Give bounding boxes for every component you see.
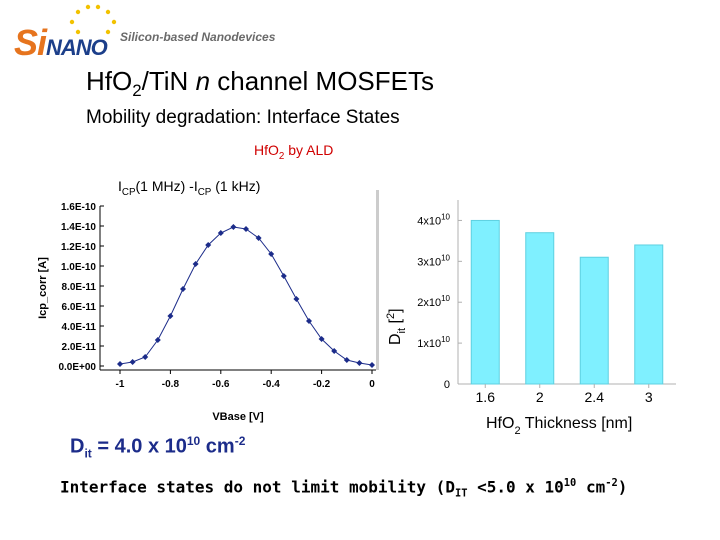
data-point bbox=[268, 251, 275, 257]
data-point bbox=[318, 336, 325, 342]
x-tick-label: -1 bbox=[116, 379, 125, 390]
x-tick-label: -0.6 bbox=[212, 379, 230, 390]
chart-divider bbox=[376, 190, 379, 370]
data-point bbox=[356, 360, 363, 366]
data-point bbox=[230, 224, 237, 230]
x-tick-label: 2 bbox=[536, 389, 544, 405]
page-title: HfO2/TiN n channel MOSFETs bbox=[86, 66, 435, 101]
x-tick-label: 3 bbox=[645, 389, 653, 405]
y-tick-label: 6.0E-11 bbox=[62, 302, 97, 313]
data-point bbox=[205, 242, 212, 248]
dit-bar-chart: 0 1x1010 2x1010 3x1010 4x1010 1.6 2 2.4 3 HfO2 … bbox=[376, 190, 676, 437]
stars-logo-icon bbox=[69, 4, 117, 35]
bar bbox=[579, 256, 609, 385]
y-tick-label: 1.2E-10 bbox=[61, 242, 96, 253]
subtitle: Mobility degradation: Interface States bbox=[86, 107, 400, 128]
data-point bbox=[293, 296, 300, 302]
y-tick-label: 1x1010 bbox=[417, 335, 450, 350]
data-point bbox=[167, 313, 174, 319]
x-axis-label: VBase [V] bbox=[212, 411, 264, 423]
x-tick-label: -0.4 bbox=[263, 379, 281, 390]
x-tick-label: 0 bbox=[369, 379, 375, 390]
data-point bbox=[217, 230, 224, 236]
x-tick-label: 1.6 bbox=[476, 389, 496, 405]
header: SiNANO Silicon-based Nanodevices bbox=[0, 0, 720, 70]
data-point bbox=[255, 235, 262, 241]
x-tick-label: -0.2 bbox=[313, 379, 331, 390]
data-point bbox=[369, 362, 375, 368]
data-point bbox=[243, 226, 249, 232]
data-point bbox=[142, 354, 149, 360]
data-point bbox=[306, 318, 312, 324]
data-point bbox=[180, 286, 186, 292]
y-tick-label: 1.0E-10 bbox=[61, 262, 96, 273]
data-point bbox=[192, 261, 199, 267]
dit-value: Dit = 4.0 x 1010 cm-2 bbox=[70, 434, 246, 461]
y-tick-label: 3x1010 bbox=[417, 253, 450, 268]
y-axis-label: Icp_corr [A] bbox=[37, 257, 49, 319]
bar bbox=[525, 232, 555, 385]
series-line bbox=[119, 226, 373, 366]
x-axis-label: HfO2 Thickness [nm] bbox=[486, 415, 632, 437]
bar bbox=[634, 244, 664, 385]
logo: SiNANO bbox=[14, 22, 108, 63]
conclusion-text: Interface states do not limit mobility (… bbox=[60, 477, 628, 500]
data-point bbox=[331, 348, 338, 354]
y-tick-label: 4x1010 bbox=[417, 212, 450, 227]
data-point bbox=[129, 359, 136, 365]
y-tick-label: 2.0E-11 bbox=[62, 342, 97, 353]
data-point bbox=[343, 357, 350, 363]
icp-chart-title: ICP(1 MHz) -ICP (1 kHz) bbox=[118, 178, 261, 198]
y-tick-label: 4.0E-11 bbox=[62, 322, 97, 333]
y-tick-label: 0.0E+00 bbox=[58, 362, 96, 373]
y-tick-label: 2x1010 bbox=[417, 294, 450, 309]
y-tick-label: 0 bbox=[444, 379, 450, 391]
data-point bbox=[280, 273, 287, 279]
data-point bbox=[117, 361, 123, 367]
x-tick-label: 2.4 bbox=[585, 389, 605, 405]
material-label: HfO2 by ALD bbox=[254, 142, 334, 162]
x-tick-label: -0.8 bbox=[162, 379, 180, 390]
tagline: Silicon-based Nanodevices bbox=[120, 30, 276, 44]
data-point bbox=[154, 337, 161, 343]
y-tick-label: 1.4E-10 bbox=[61, 222, 96, 233]
icp-line-chart: 0.0E+00 2.0E-11 4.0E-11 6.0E-11 8.0E-11 1.0E-… bbox=[37, 202, 376, 423]
y-tick-label: 1.6E-10 bbox=[61, 202, 96, 213]
y-tick-label: 8.0E-11 bbox=[62, 282, 97, 293]
bar bbox=[470, 219, 500, 385]
y-axis-label: Dit [2] bbox=[385, 308, 408, 345]
svg-text:Dit [2]: Dit [2] bbox=[385, 308, 408, 345]
